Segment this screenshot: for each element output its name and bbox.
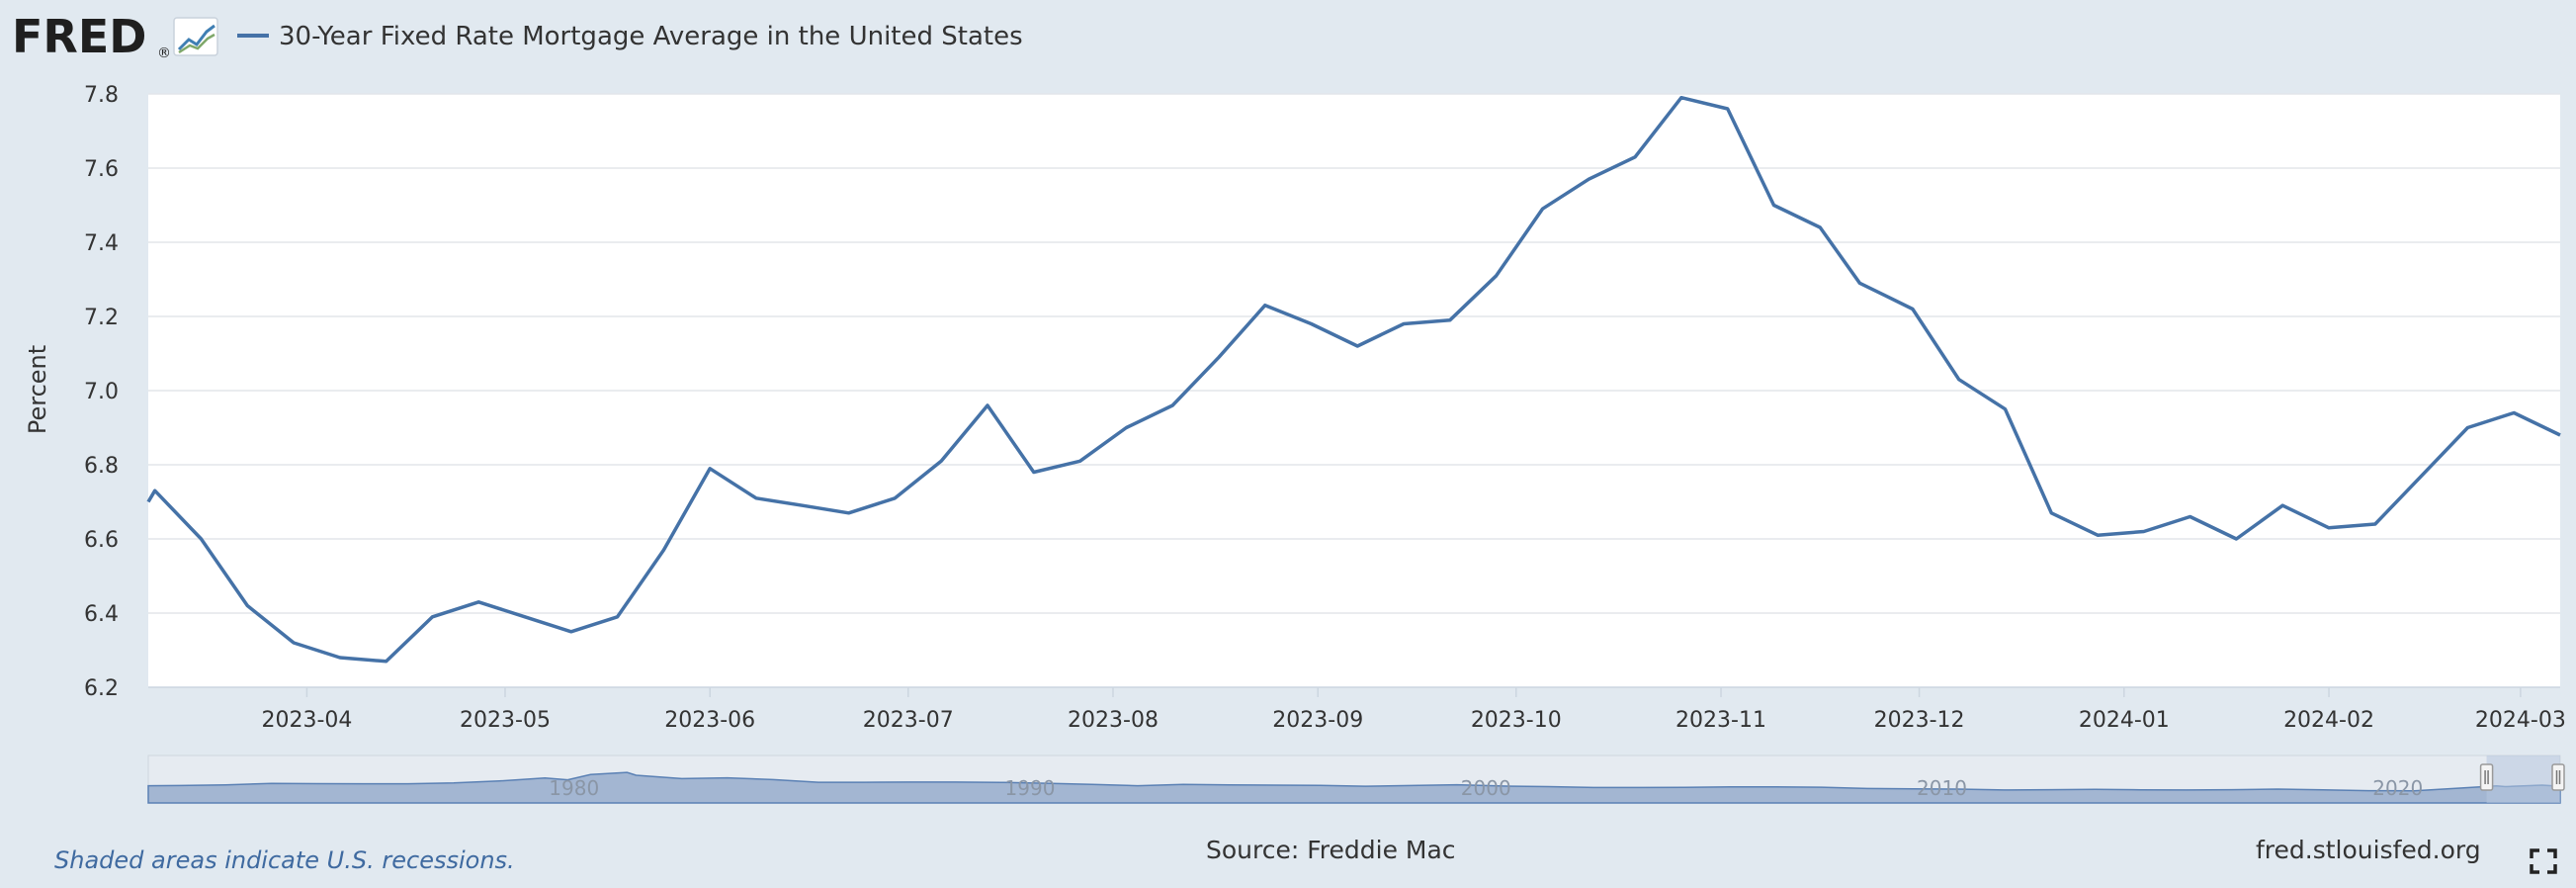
fred-logo-text: FRED [12,10,146,63]
y-tick-label: 6.8 [84,454,119,479]
y-tick-label: 7.4 [84,231,119,256]
navigator-decade-label: 1980 [549,776,599,800]
navigator[interactable]: 1980 1990 2000 2010 2020 [147,755,2565,804]
fred-graph-icon [173,17,218,56]
x-tick-label: 2024-01 [2079,708,2170,733]
x-tick-label: 2023-11 [1675,708,1766,733]
legend-item[interactable]: 30-Year Fixed Rate Mortgage Average in t… [237,22,1023,51]
y-tick-label: 7.6 [84,157,119,182]
x-tick-label: 2023-09 [1272,708,1363,733]
x-tick-label: 2023-10 [1471,708,1562,733]
y-axis-tick-labels: 6.2 6.4 6.6 6.8 7.0 7.2 7.4 7.6 7.8 [84,83,119,701]
navigator-area [147,771,2561,804]
x-tick-label: 2024-02 [2283,708,2374,733]
x-tick-label: 2024-03 [2475,708,2566,733]
fred-logo[interactable]: FRED ® [12,10,218,63]
fred-logo-registered-mark: ® [157,45,171,61]
y-tick-label: 6.2 [84,676,119,701]
y-tick-label: 6.6 [84,528,119,553]
navigator-decade-labels: 1980 1990 2000 2010 2020 [549,776,2423,800]
source-label: Source: Freddie Mac [1206,836,1456,864]
navigator-selected-range[interactable] [2486,755,2560,803]
navigator-decade-label: 1990 [1005,776,1056,800]
gridlines [148,93,2560,614]
x-tick-label: 2023-05 [460,708,551,733]
recession-note: Shaded areas indicate U.S. recessions. [54,846,515,874]
navigator-series [147,771,2561,804]
x-tick-label: 2023-08 [1068,708,1159,733]
y-tick-label: 7.0 [84,380,119,404]
y-tick-label: 6.4 [84,602,119,627]
series-line[interactable] [146,95,2561,664]
series-line-group [146,95,2561,664]
navigator-decade-label: 2010 [1917,776,1967,800]
fullscreen-icon[interactable] [2530,848,2557,874]
x-tick-label: 2023-06 [664,708,755,733]
navigator-right-handle[interactable] [2551,763,2565,791]
y-tick-label: 7.8 [84,83,119,108]
x-axis-tick-labels: 2023-04 2023-05 2023-06 2023-07 2023-08 2023-… [261,687,2566,733]
y-axis-label: Percent [24,345,51,434]
x-tick-label: 2023-07 [863,708,954,733]
navigator-left-handle[interactable] [2479,763,2494,791]
site-link[interactable]: fred.stlouisfed.org [2256,836,2481,864]
x-tick-label: 2023-12 [1874,708,1965,733]
navigator-decade-label: 2000 [1461,776,1511,800]
navigator-decade-label: 2020 [2372,776,2423,800]
y-tick-label: 7.2 [84,306,119,330]
x-tick-label: 2023-04 [261,708,352,733]
chart-title: 30-Year Fixed Rate Mortgage Average in t… [279,22,1023,51]
